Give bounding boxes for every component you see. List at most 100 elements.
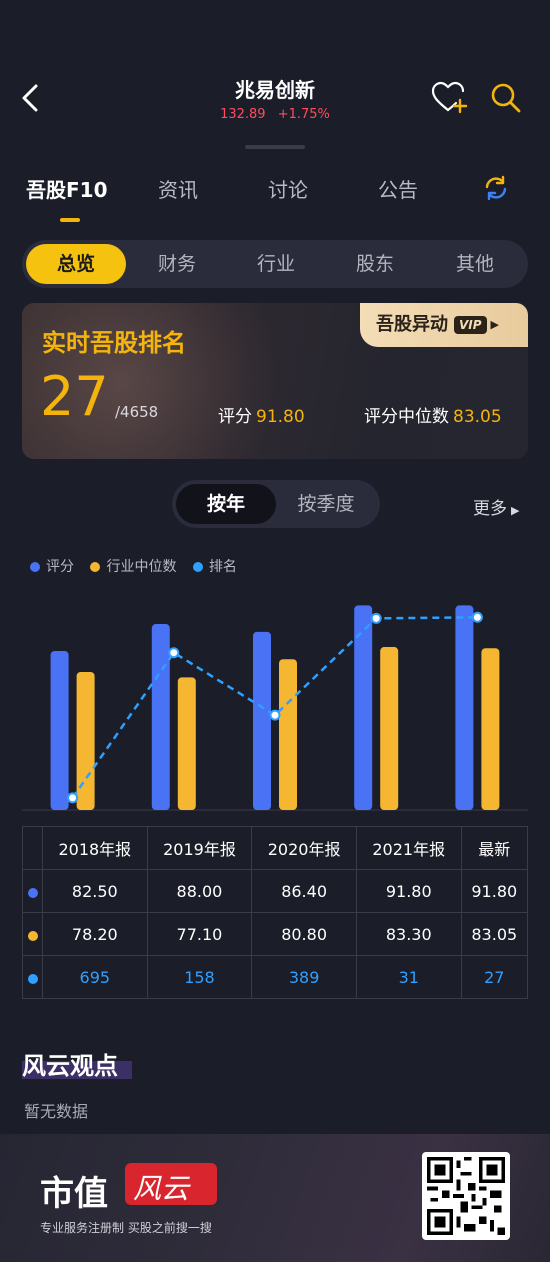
median-label: 评分中位数 bbox=[364, 407, 449, 427]
bar-median bbox=[279, 659, 297, 810]
bar-median bbox=[76, 671, 95, 810]
segment-other[interactable]: 其他 bbox=[455, 253, 494, 275]
heart-plus-icon bbox=[431, 81, 468, 114]
rank-point bbox=[168, 647, 180, 659]
table-cell: 77.10 bbox=[146, 912, 253, 956]
row-marker bbox=[22, 869, 43, 913]
legend-label: 排名 bbox=[208, 559, 237, 575]
median-value: 83.05 bbox=[453, 407, 502, 427]
table-cell: 82.50 bbox=[42, 869, 148, 913]
legend-dot bbox=[90, 562, 101, 572]
median-score: 评分中位数 83.05 bbox=[364, 402, 502, 427]
table-header: 2018年报 bbox=[42, 826, 148, 870]
table-cell: 389 bbox=[251, 955, 357, 999]
vip-badge: VIP bbox=[454, 316, 487, 334]
bar-score bbox=[50, 650, 69, 810]
table-row-rank: 695 158 389 31 27 bbox=[22, 955, 529, 999]
tab-discussion[interactable]: 讨论 bbox=[268, 178, 308, 202]
more-link[interactable]: 更多 ▶ bbox=[473, 494, 519, 519]
refresh-icon bbox=[485, 175, 507, 201]
table-header: 2021年报 bbox=[355, 826, 462, 870]
row-dot bbox=[27, 973, 38, 984]
table-header-row: 2018年报 2019年报 2020年报 2021年报 最新 bbox=[22, 826, 529, 870]
qr-code-icon bbox=[427, 1157, 505, 1235]
table-cell: 91.80 bbox=[460, 869, 529, 913]
chevron-left-icon bbox=[22, 84, 38, 112]
search-icon bbox=[491, 83, 521, 113]
slogan: 专业服务注册制 买股之前搜一搜 bbox=[40, 1221, 212, 1235]
qr-code bbox=[422, 1152, 510, 1240]
table-cell: 83.30 bbox=[355, 912, 462, 956]
segment-shareholders[interactable]: 股东 bbox=[355, 253, 394, 275]
rank-point bbox=[370, 612, 382, 624]
legend-dot bbox=[30, 562, 40, 572]
segment-finance[interactable]: 财务 bbox=[157, 253, 196, 275]
back-button[interactable] bbox=[14, 80, 50, 116]
card-glow bbox=[22, 303, 282, 459]
stock-change: +1.75% bbox=[277, 107, 330, 122]
brand-logo bbox=[125, 1163, 217, 1205]
rank-point bbox=[269, 709, 281, 721]
drag-handle[interactable] bbox=[245, 145, 305, 149]
table-cell: 88.00 bbox=[146, 869, 253, 913]
more-label: 更多 bbox=[473, 499, 507, 519]
score: 评分 91.80 bbox=[218, 402, 305, 427]
period-yearly[interactable]: 按年 bbox=[176, 484, 276, 524]
caret-right-icon: ▶ bbox=[490, 318, 500, 331]
table-cell: 27 bbox=[460, 955, 529, 999]
segment-overview[interactable]: 总览 bbox=[26, 244, 126, 284]
vip-anomaly-button[interactable]: 吾股异动 VIP ▶ bbox=[360, 303, 528, 347]
legend-score: 评分 bbox=[30, 556, 74, 576]
rank-point bbox=[67, 792, 79, 804]
stock-price: 132.89 bbox=[220, 107, 266, 122]
table-corner bbox=[22, 826, 43, 870]
row-marker bbox=[22, 912, 43, 956]
bar-median bbox=[380, 647, 399, 810]
row-dot bbox=[27, 887, 38, 898]
chart-legend: 评分 行业中位数 排名 bbox=[30, 556, 249, 576]
refresh-button[interactable] bbox=[482, 174, 510, 202]
section-segment: 总览 财务 行业 股东 其他 bbox=[22, 240, 528, 288]
tab-news[interactable]: 资讯 bbox=[158, 178, 198, 202]
stock-quote: 132.89 +1.75% bbox=[0, 107, 550, 122]
search-button[interactable] bbox=[488, 80, 524, 116]
table-row-score: 82.50 88.00 86.40 91.80 91.80 bbox=[22, 869, 529, 913]
legend-label: 行业中位数 bbox=[106, 559, 177, 575]
stock-name: 兆易创新 bbox=[235, 78, 315, 102]
score-label: 评分 bbox=[218, 407, 252, 427]
tab-active-indicator bbox=[60, 218, 80, 222]
score-rank-chart bbox=[22, 605, 528, 811]
tab-f10[interactable]: 吾股F10 bbox=[26, 178, 108, 202]
score-value: 91.80 bbox=[256, 407, 305, 427]
score-table: 2018年报 2019年报 2020年报 2021年报 最新 82.50 88.… bbox=[22, 826, 529, 999]
bar-score bbox=[354, 605, 373, 810]
table-header: 最新 bbox=[460, 826, 529, 870]
table-cell: 695 bbox=[42, 955, 148, 999]
rank-number: 27 bbox=[40, 365, 109, 428]
title-highlight bbox=[22, 1061, 132, 1079]
favorite-button[interactable] bbox=[430, 80, 470, 116]
table-cell: 31 bbox=[355, 955, 462, 999]
segment-industry[interactable]: 行业 bbox=[256, 253, 295, 275]
legend-rank: 排名 bbox=[192, 556, 237, 576]
vip-label: 吾股异动 bbox=[376, 314, 448, 335]
rank-line bbox=[71, 616, 478, 799]
caret-right-icon: ▶ bbox=[511, 504, 520, 517]
legend-median: 行业中位数 bbox=[90, 556, 176, 576]
views-empty: 暂无数据 bbox=[24, 1102, 89, 1121]
row-marker bbox=[22, 955, 43, 999]
table-cell: 80.80 bbox=[251, 912, 357, 956]
table-cell: 78.20 bbox=[42, 912, 148, 956]
legend-label: 评分 bbox=[46, 559, 74, 575]
brand-logo-text: 风云 bbox=[133, 1172, 190, 1205]
bar-score bbox=[151, 624, 170, 810]
period-quarterly[interactable]: 按季度 bbox=[297, 493, 355, 515]
brand-name: 市值 bbox=[40, 1174, 108, 1214]
bar-median bbox=[481, 648, 500, 810]
table-cell: 91.80 bbox=[355, 869, 462, 913]
period-toggle: 按年 按季度 bbox=[172, 480, 380, 528]
views-title: 风云观点 bbox=[22, 1052, 118, 1080]
table-cell: 158 bbox=[146, 955, 253, 999]
rank-title: 实时吾股排名 bbox=[42, 329, 186, 357]
tab-announcement[interactable]: 公告 bbox=[378, 178, 418, 202]
